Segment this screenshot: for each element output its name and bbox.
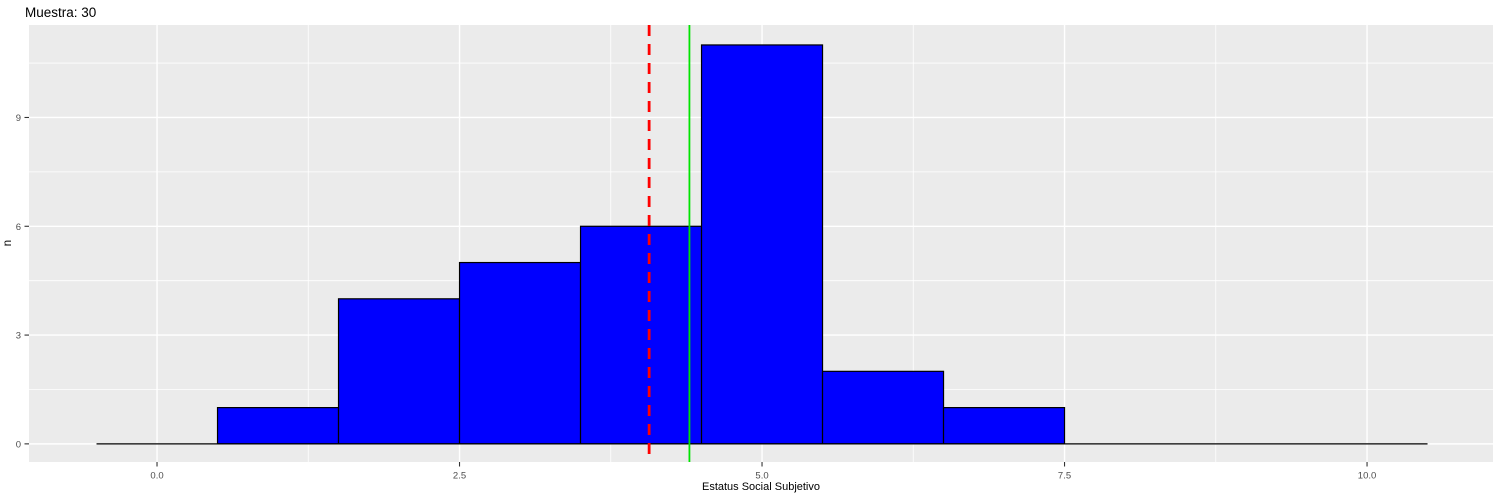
y-tick-label: 6 [16, 222, 21, 233]
x-tick-label: 0.0 [150, 471, 163, 482]
y-tick-label: 0 [16, 439, 21, 450]
y-axis-title: n [2, 239, 14, 247]
x-tick-label: 7.5 [1058, 471, 1071, 482]
histogram-bar [579, 225, 703, 445]
histogram-bar [216, 407, 340, 445]
x-tick-label: 10.0 [1358, 471, 1377, 482]
y-tick-label: 3 [16, 331, 21, 342]
histogram-bar [337, 298, 461, 445]
plot-title: Muestra: 30 [25, 5, 97, 20]
x-tick-label: 5.0 [755, 471, 768, 482]
x-tick-label: 2.5 [453, 471, 466, 482]
histogram-bar [458, 261, 582, 445]
x-axis-title: Estatus Social Subjetivo [701, 481, 820, 493]
histogram-bar [700, 44, 824, 445]
histogram-bar [821, 370, 945, 445]
y-tick-label: 9 [16, 113, 21, 124]
histogram-bar [942, 407, 1066, 445]
